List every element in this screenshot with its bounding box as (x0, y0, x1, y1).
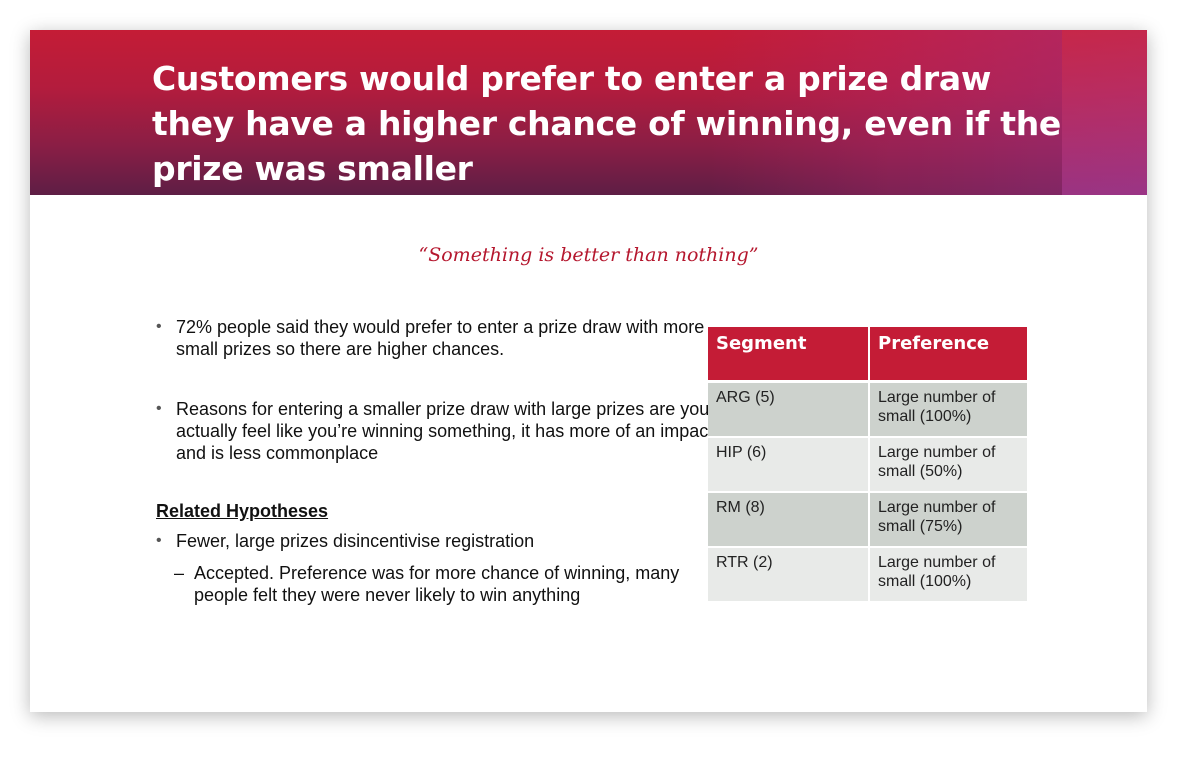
related-hypotheses-heading: Related Hypotheses (156, 501, 329, 521)
bullet-icon: • (156, 400, 162, 417)
table-row: HIP (6) Large number of small (50%) (708, 437, 1029, 493)
segment-preference-table: Segment Preference ARG (5) Large number … (708, 327, 1029, 603)
title-banner: Customers would prefer to enter a prize … (30, 30, 1147, 195)
segment-cell: RM (8) (708, 492, 870, 548)
table-row: RTR (2) Large number of small (100%) (708, 547, 1029, 603)
finding-text: Reasons for entering a smaller prize dra… (176, 399, 714, 463)
quote: “Something is better than nothing” (418, 244, 759, 266)
table-row: ARG (5) Large number of small (100%) (708, 381, 1029, 438)
bullet-icon: • (156, 318, 162, 335)
slide: Customers would prefer to enter a prize … (30, 30, 1147, 712)
hypothesis-finding: – Accepted. Preference was for more chan… (154, 562, 714, 606)
dash-icon: – (174, 563, 185, 583)
segment-cell: HIP (6) (708, 437, 870, 493)
preference-cell: Large number of small (50%) (869, 437, 1029, 493)
finding-bullet: • Reasons for entering a smaller prize d… (154, 398, 714, 464)
findings-list: • 72% people said they would prefer to e… (154, 316, 714, 606)
finding-bullet: • 72% people said they would prefer to e… (154, 316, 714, 360)
bullet-icon: • (156, 532, 162, 549)
segment-cell: ARG (5) (708, 381, 870, 438)
table-header-row: Segment Preference (708, 327, 1029, 383)
hypothesis-text: Fewer, large prizes disincentivise regis… (176, 531, 535, 551)
column-header-segment: Segment (708, 327, 870, 383)
column-header-preference: Preference (869, 327, 1029, 383)
preference-cell: Large number of small (75%) (869, 492, 1029, 548)
banner-accent-panel (1062, 30, 1147, 195)
hypothesis-bullet: • Fewer, large prizes disincentivise reg… (154, 530, 714, 552)
hypothesis-finding-text: Accepted. Preference was for more chance… (194, 563, 680, 605)
table-row: RM (8) Large number of small (75%) (708, 492, 1029, 548)
preference-cell: Large number of small (100%) (869, 381, 1029, 438)
segment-cell: RTR (2) (708, 547, 870, 603)
preference-cell: Large number of small (100%) (869, 547, 1029, 603)
slide-title: Customers would prefer to enter a prize … (152, 59, 1061, 188)
finding-text: 72% people said they would prefer to ent… (176, 317, 705, 359)
